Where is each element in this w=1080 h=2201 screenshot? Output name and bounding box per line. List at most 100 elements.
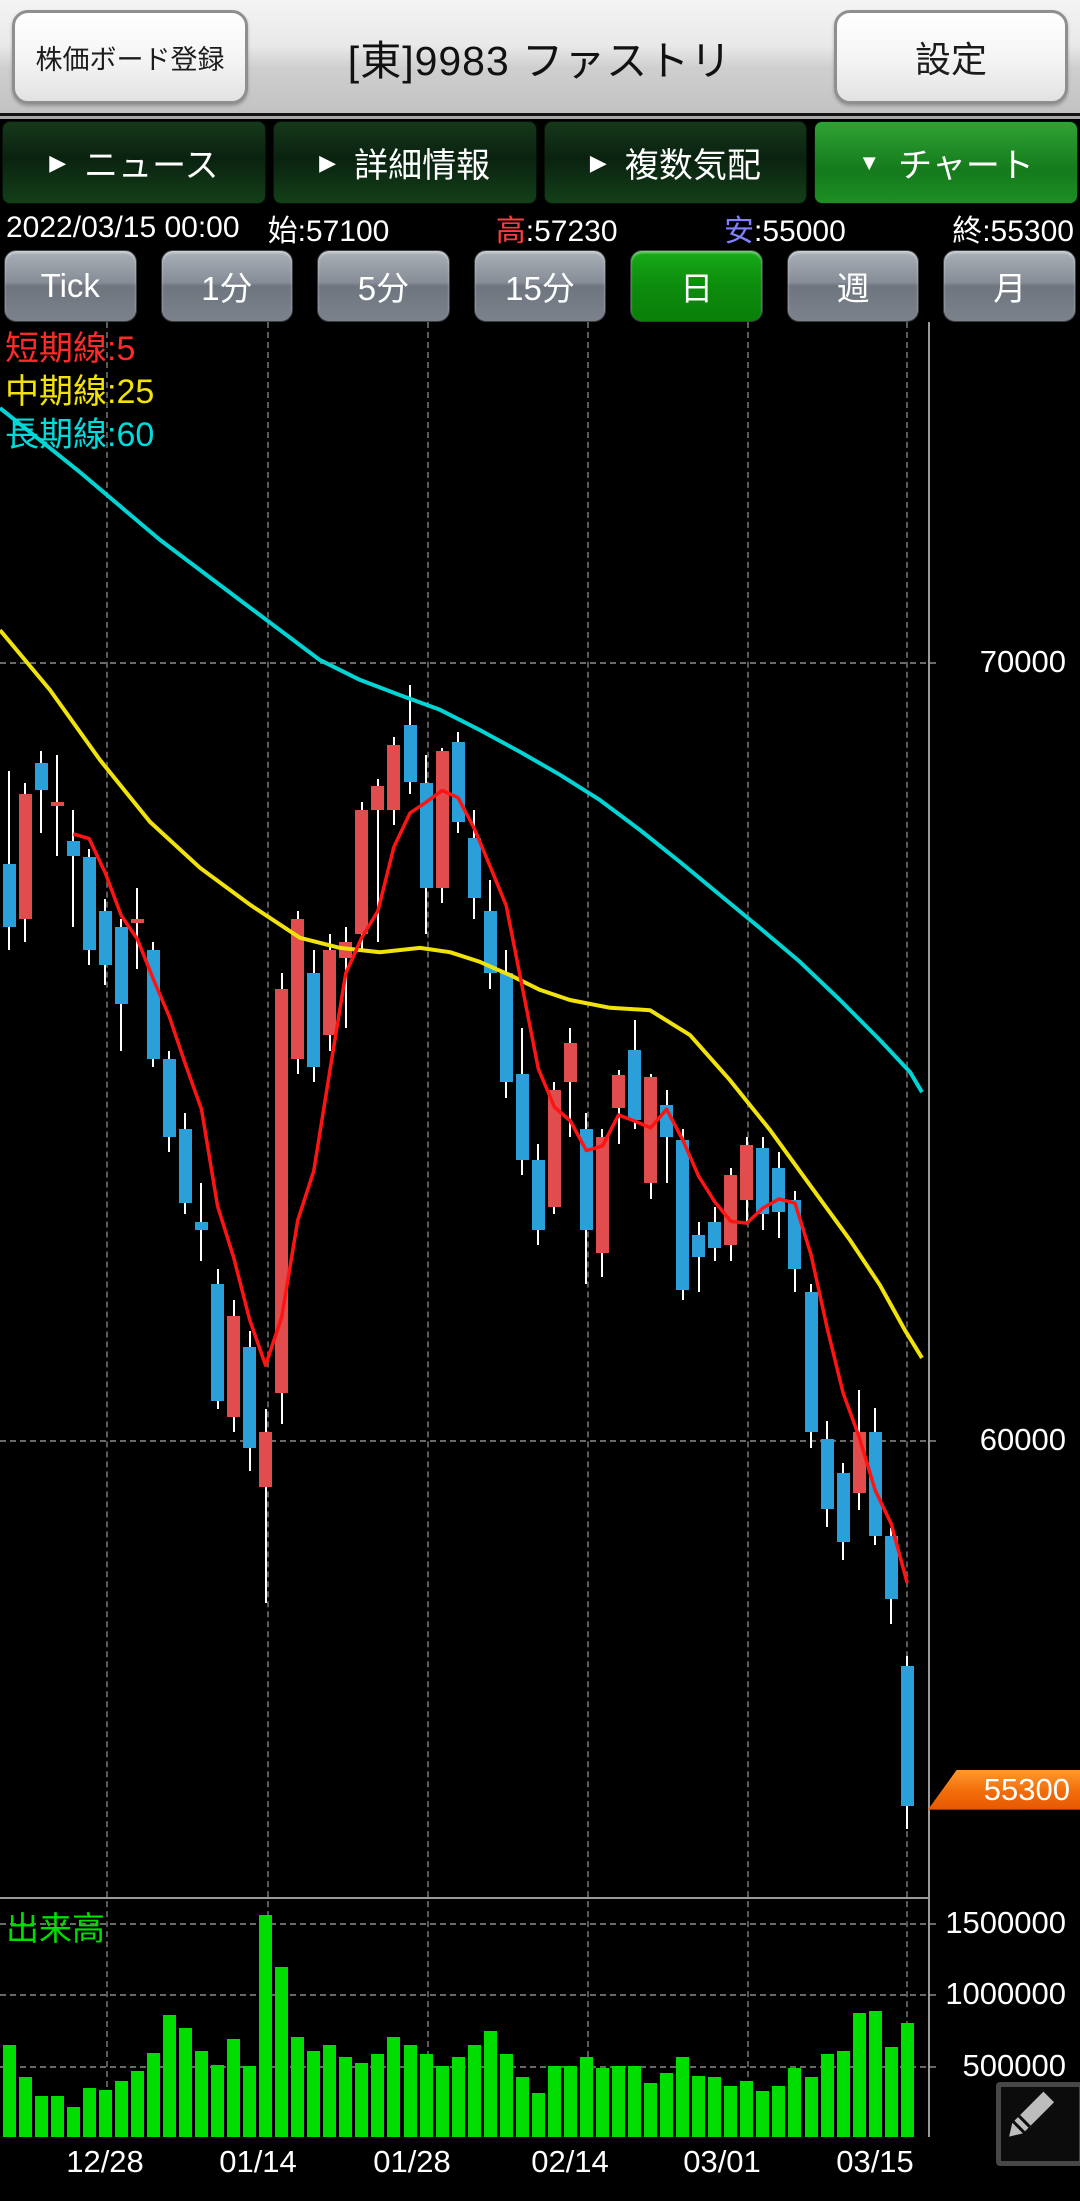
quote-bar: 2022/03/15 00:00 始:57100 高:57230 安:55000… [0,208,1080,248]
volume-bar-02/07 [515,2076,529,2137]
candle-body-01/25 [371,786,385,810]
volume-bar-01/20 [323,2045,337,2137]
settings-button[interactable]: 設定 [834,10,1068,104]
candle-body-02/02 [467,837,481,899]
volume-bar-02/17 [628,2065,642,2137]
tab-0[interactable]: ▶ ニュース [2,121,266,204]
volume-bar-02/09 [547,2065,561,2137]
timeframe-button-日[interactable]: 日 [630,250,763,322]
timeframe-button-5分[interactable]: 5分 [317,250,450,322]
candle-body-02/15 [595,1136,609,1254]
timeframe-button-Tick[interactable]: Tick [4,250,137,322]
timeframe-button-15分[interactable]: 15分 [473,250,607,322]
candle-wick [40,751,43,834]
timeframe-button-週[interactable]: 週 [786,250,920,322]
volume-bar-12/28 [98,2089,112,2137]
register-board-button[interactable]: 株価ボード登録 [12,10,248,104]
x-axis-label: 03/15 [836,2144,914,2179]
volume-bar-03/09 [836,2051,850,2137]
volume-bar-02/02 [467,2045,481,2137]
candle-body-02/10 [563,1043,577,1083]
candle-body-03/08 [820,1439,834,1510]
volume-bar-03/04 [788,2068,802,2137]
candle-body-02/25 [708,1222,722,1248]
candle-body-01/12 [227,1315,241,1417]
volume-bar-01/31 [435,2065,449,2137]
candle-body-01/14 [259,1432,273,1487]
x-gridline [906,322,908,2137]
timeframe-button-1分[interactable]: 1分 [160,250,294,322]
chevron-right-icon: ▶ [589,149,607,175]
tab-1[interactable]: ▶ 詳細情報 [272,121,537,204]
page-title: [東]9983 ファストリ [347,37,733,84]
candle-body-01/31 [435,751,449,888]
candle-body-12/29 [114,926,128,1005]
candle-body-03/09 [836,1473,850,1542]
volume-bar-01/26 [387,2036,401,2137]
volume-bar-12/21 [18,2076,32,2137]
quote-low: 安:55000 [724,215,846,248]
candle-wick [8,770,10,950]
tab-label: 複数気配 [624,147,761,185]
plot-right-border [928,322,930,2137]
volume-bar-01/28 [419,2054,433,2137]
volume-bar-02/15 [595,2068,609,2137]
pencil-icon [1009,2091,1055,2137]
x-axis-label: 01/14 [219,2144,297,2179]
price-axis-label: 60000 [979,1422,1066,1457]
volume-bar-12/30 [130,2070,144,2137]
timeframe-button-月[interactable]: 月 [943,250,1077,322]
candle-body-02/22 [676,1139,690,1290]
volume-bar-03/11 [868,2011,882,2137]
ma-mid-line [0,628,924,1359]
volume-bar-12/20 [2,2045,16,2137]
volume-bar-01/04 [146,2052,160,2137]
price-chart[interactable]: 短期線:5 中期線:25 長期線:60 70000 60000 1500000 100000… [0,322,1080,2201]
volume-bar-02/18 [644,2082,658,2137]
candle-body-02/09 [547,1089,561,1207]
chevron-down-icon: ▼ [858,149,881,175]
candle-wick [136,887,139,970]
candle-wick [697,1222,700,1293]
candle-body-03/15 [900,1665,914,1806]
tab-3[interactable]: ▼ チャート [814,121,1078,204]
volume-bar-01/17 [275,1966,289,2137]
volume-bar-01/05 [162,2015,176,2137]
volume-bar-02/24 [692,2075,706,2137]
price-gridline [0,1440,936,1442]
volume-bar-03/10 [852,2012,866,2137]
candle-body-12/24 [66,840,80,857]
x-gridline [747,322,749,2137]
volume-bar-01/06 [178,2028,192,2137]
tab-label: 詳細情報 [354,147,491,185]
volume-bar-01/19 [307,2051,321,2137]
volume-bar-12/24 [66,2106,80,2137]
volume-axis-label: 1000000 [945,1976,1066,2011]
candle-body-02/04 [499,973,513,1083]
x-gridline [106,322,108,2137]
volume-bar-12/22 [34,2095,48,2137]
draw-tool-button[interactable] [996,2082,1080,2166]
candle-wick [200,1183,203,1262]
candle-body-02/14 [579,1128,593,1230]
quote-datetime: 2022/03/15 00:00 [6,211,240,244]
volume-bar-01/21 [339,2056,353,2137]
x-gridline [427,322,429,2137]
candle-wick [72,809,75,927]
candle-body-01/19 [307,973,321,1067]
chart-legend: 短期線:5 中期線:25 長期線:60 [5,328,154,457]
volume-axis-label: 1500000 [945,1904,1066,1940]
volume-bar-03/08 [820,2054,834,2137]
tab-2[interactable]: ▶ 複数気配 [543,121,808,204]
candle-body-01/11 [211,1284,225,1402]
tab-label: チャート [898,147,1034,185]
legend-item: 長期線:60 [5,416,155,454]
volume-bar-01/14 [259,1915,273,2137]
volume-bar-03/14 [884,2046,898,2137]
candle-body-01/18 [291,918,305,1059]
candle-body-02/07 [515,1074,529,1160]
candle-body-01/13 [243,1346,257,1448]
volume-bar-01/25 [371,2054,385,2137]
volume-bar-01/24 [355,2062,369,2137]
candle-body-03/14 [884,1536,898,1600]
